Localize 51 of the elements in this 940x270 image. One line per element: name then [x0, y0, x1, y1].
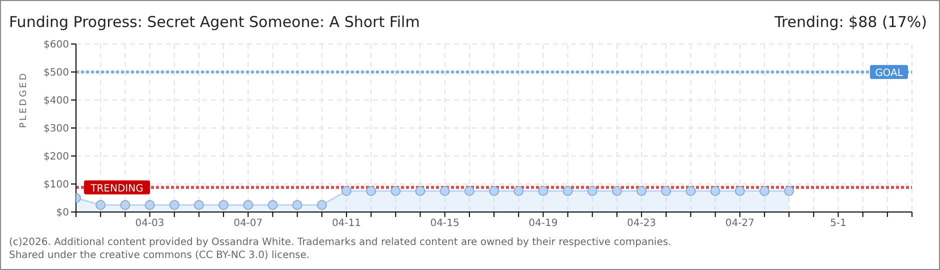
- point: [341, 186, 352, 196]
- point: [538, 186, 548, 196]
- point: [316, 200, 327, 210]
- x-tick-label: 04-03: [135, 218, 164, 230]
- point: [415, 186, 426, 196]
- ref-line-label: GOAL: [875, 68, 904, 79]
- x-tick-label: 04-11: [332, 218, 361, 230]
- point: [710, 186, 720, 196]
- point: [390, 186, 401, 196]
- point: [612, 186, 622, 196]
- text: (c)2026. Additional content provided by Ossandra White. Trademarks and related content are owned by their respective companies.: [9, 237, 672, 248]
- text: Shared under the creative commons (CC BY-NC 3.0) license.: [9, 250, 310, 261]
- point: [268, 200, 278, 210]
- y-tick-label: $500: [44, 68, 69, 79]
- ref-line-label: TRENDING: [90, 183, 144, 194]
- point: [661, 186, 672, 196]
- point: [686, 186, 696, 196]
- x-tick-label: 04-19: [528, 218, 558, 230]
- x-tick-label: 04-07: [234, 218, 263, 230]
- chart-title: Funding Progress: Secret Agent Someone: A Short Film: [9, 13, 420, 31]
- x-tick-label: 04-23: [627, 218, 656, 230]
- y-tick-label: $200: [44, 152, 69, 163]
- chart-subtitle: Trending: $88 (17%): [774, 13, 927, 31]
- point: [144, 200, 155, 210]
- point: [514, 186, 524, 196]
- point: [440, 186, 450, 196]
- x-tick-label: 04-15: [430, 218, 460, 230]
- point: [636, 186, 647, 196]
- point: [366, 186, 376, 196]
- y-tick-label: $400: [44, 96, 69, 107]
- point: [194, 200, 204, 210]
- point: [587, 186, 598, 196]
- point: [734, 186, 745, 196]
- y-tick-label: $600: [44, 40, 69, 51]
- x-tick-label: 5-1: [830, 218, 846, 230]
- point: [218, 200, 229, 210]
- y-tick-label: $300: [44, 124, 69, 135]
- point: [292, 200, 302, 210]
- point: [489, 186, 499, 196]
- x-tick-label: 04-27: [725, 218, 754, 230]
- y-tick-label: $0: [56, 208, 69, 219]
- point: [96, 200, 106, 210]
- point: [120, 200, 130, 210]
- point: [759, 186, 770, 196]
- point: [169, 200, 180, 210]
- point: [464, 186, 474, 196]
- point: [562, 186, 573, 196]
- point: [243, 200, 254, 210]
- y-tick-label: $100: [44, 180, 69, 191]
- y-axis-title: PLEDGED: [19, 71, 30, 128]
- point: [784, 186, 794, 196]
